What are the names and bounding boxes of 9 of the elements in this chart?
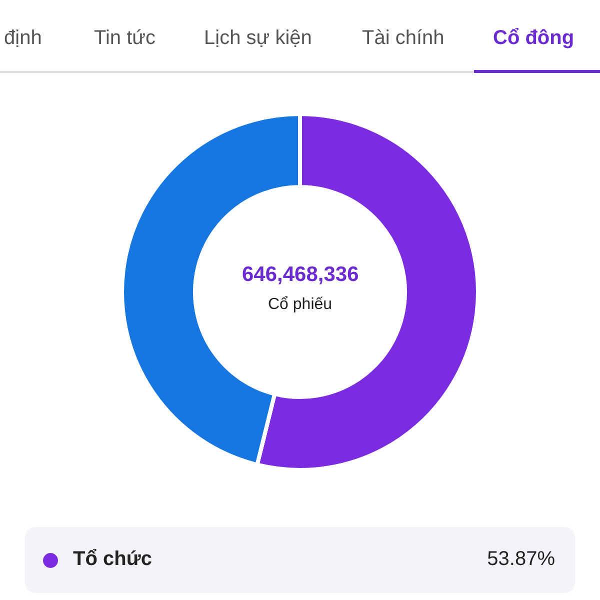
text: Cổ đông [493, 27, 574, 50]
text: Cổ phiếu [268, 296, 332, 313]
text: định [4, 27, 42, 50]
text: 646,468,336 [242, 263, 359, 286]
data-label: 53.87% [487, 548, 555, 571]
text: Lịch sự kiện [204, 27, 312, 50]
text: Tài chính [362, 27, 444, 50]
legend-label: Tổ chức [73, 548, 152, 571]
text: Tin tức [94, 27, 156, 50]
